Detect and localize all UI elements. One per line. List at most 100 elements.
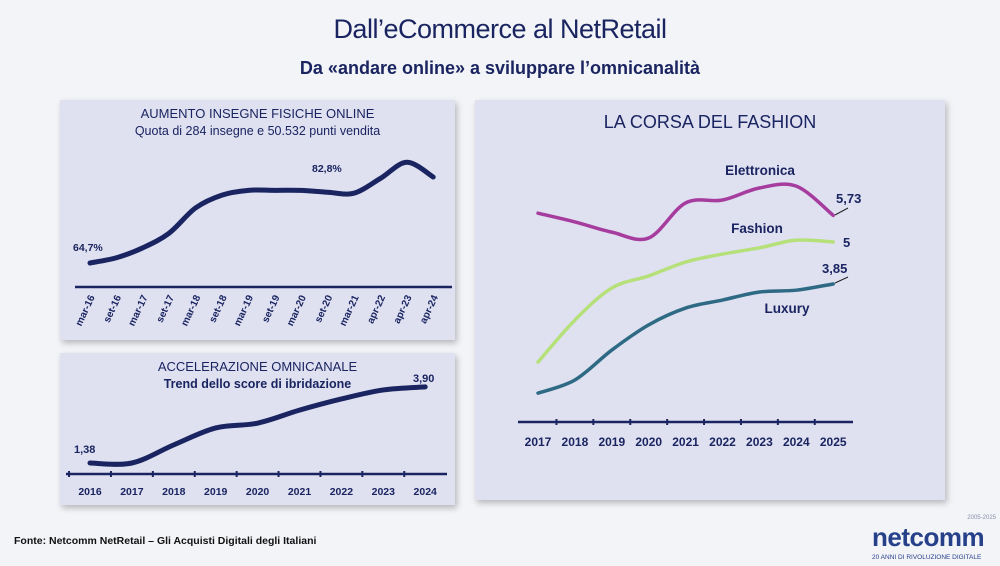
data-point: [832, 214, 834, 216]
x-tick-label: 2020: [246, 486, 270, 498]
data-point: [131, 462, 133, 464]
data-point: [758, 291, 760, 293]
data-label: 3,90: [413, 373, 434, 385]
data-point: [257, 422, 259, 424]
x-tick-label: 2018: [562, 435, 589, 449]
x-tick-label: 2021: [672, 435, 699, 449]
x-tick-label: 2019: [204, 486, 228, 498]
data-point: [115, 257, 117, 259]
data-point: [722, 299, 723, 301]
slide-subtitle: Da «andare online» a sviluppare l’omnica…: [299, 58, 701, 78]
x-tick-label: 2023: [372, 486, 396, 498]
x-tick-label: 2021: [288, 486, 312, 498]
data-point: [537, 361, 539, 363]
data-point: [537, 392, 539, 394]
chart-title: AUMENTO INSEGNE FISICHE ONLINE: [140, 106, 375, 121]
x-tick-label: apr-22: [365, 293, 388, 325]
data-point: [648, 324, 650, 326]
data-label: 64,7%: [73, 242, 103, 254]
data-point: [832, 241, 834, 243]
data-point: [758, 247, 760, 249]
data-point: [722, 199, 723, 201]
end-label-luxury: 3,85: [822, 261, 847, 276]
data-point: [327, 191, 329, 193]
series-line-trend: [87, 384, 428, 467]
data-point: [195, 207, 197, 209]
data-point: [648, 275, 650, 277]
panel-fashion: LA CORSA DEL FASHION: [475, 100, 945, 500]
chart-subtitle: Quota di 284 insegne e 50.532 punti vend…: [134, 124, 381, 138]
data-point: [795, 289, 797, 291]
data-point: [758, 187, 760, 189]
logo-tagline: 20 ANNI DI RIVOLUZIONE DIGITALE: [872, 554, 982, 561]
x-tick-label: 2024: [414, 486, 438, 498]
data-point: [611, 231, 613, 233]
x-tick-label: mar-18: [179, 293, 203, 328]
data-point: [685, 202, 687, 204]
data-point: [215, 427, 217, 429]
data-point: [574, 221, 576, 223]
x-tick-label: mar-19: [232, 293, 256, 328]
data-point: [611, 349, 613, 351]
data-point: [537, 212, 539, 214]
x-tick-label: 2022: [330, 486, 354, 498]
data-point: [274, 189, 276, 191]
end-label-fashion: 5: [843, 235, 850, 250]
data-point: [574, 379, 576, 381]
x-tick-label: 2020: [635, 435, 662, 449]
x-tick-label: mar-21: [338, 293, 362, 328]
x-tick-label: set-20: [313, 293, 335, 324]
logo-years: 2005-2025: [967, 515, 996, 521]
data-point: [89, 262, 91, 264]
data-point: [299, 409, 300, 411]
x-tick-label: 2019: [598, 435, 625, 449]
x-tick-label: mar-17: [127, 293, 151, 328]
x-tick-label: 2017: [120, 486, 144, 498]
data-point: [382, 389, 384, 391]
data-point: [221, 194, 223, 196]
data-point: [353, 192, 355, 194]
data-label: 1,38: [74, 444, 95, 456]
data-label: 82,8%: [312, 163, 342, 175]
data-point: [406, 161, 408, 163]
x-tick-label: 2024: [783, 435, 810, 449]
x-tick-label: mar-20: [285, 293, 309, 328]
data-point: [168, 232, 170, 234]
data-point: [340, 398, 342, 400]
chart-subtitle: Trend dello score di ibridazione: [163, 377, 352, 391]
data-point: [432, 176, 434, 178]
series-label-fashion: Fashion: [731, 221, 783, 236]
leader-line: [834, 207, 849, 216]
series-line-trend: [87, 159, 436, 266]
data-point: [379, 177, 381, 179]
end-label-elettronica: 5,73: [836, 191, 861, 206]
data-point: [648, 237, 650, 239]
x-tick-label: apr-24: [418, 293, 441, 325]
leader-line: [834, 276, 849, 284]
x-tick-label: set-19: [260, 293, 282, 324]
data-point: [300, 189, 302, 191]
x-tick-label: 2023: [746, 435, 773, 449]
data-point: [424, 386, 426, 388]
data-point: [247, 189, 249, 191]
x-tick-label: 2017: [525, 435, 552, 449]
x-tick-label: set-17: [155, 293, 177, 324]
data-point: [685, 261, 687, 263]
netcomm-logo: 2005-2025 netcomm 20 ANNI DI RIVOLUZIONE…: [872, 514, 996, 562]
x-tick-label: 2022: [709, 435, 736, 449]
data-point: [173, 444, 175, 446]
chart-title: ACCELERAZIONE OMNICANALE: [157, 359, 358, 374]
source-note: Fonte: Netcomm NetRetail – Gli Acquisti …: [14, 535, 317, 547]
series-label-elettronica: Elettronica: [725, 163, 795, 178]
x-tick-label: 2025: [820, 435, 847, 449]
x-tick-label: 2018: [162, 486, 186, 498]
x-tick-label: set-18: [208, 293, 230, 324]
data-point: [611, 287, 613, 289]
x-tick-label: mar-16: [74, 293, 98, 328]
data-point: [685, 307, 687, 309]
data-point: [574, 319, 576, 321]
data-point: [142, 247, 144, 249]
panel-omnicanale: ACCELERAZIONE OMNICANALE Trend dello sco…: [60, 353, 455, 505]
slide-title: Dall’eCommerce al NetRetail: [333, 14, 667, 44]
chart-title: LA CORSA DEL FASHION: [603, 112, 817, 132]
